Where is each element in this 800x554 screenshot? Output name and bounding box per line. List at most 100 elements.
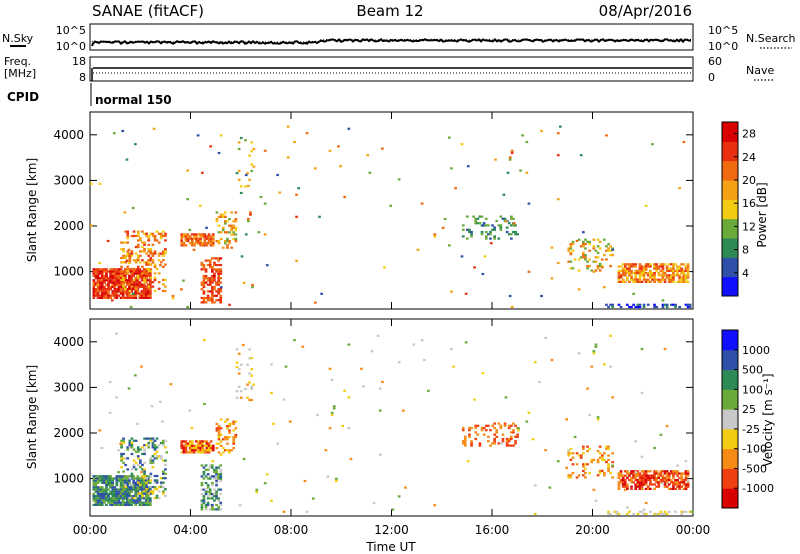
velocity-cell <box>138 499 142 502</box>
velocity-cell <box>219 468 223 471</box>
velocity-cell <box>149 474 153 478</box>
velocity-colorbar-frame <box>721 329 739 509</box>
velocity-cell <box>598 469 602 472</box>
velocity-cell <box>468 433 471 436</box>
velocity-cell <box>577 352 581 355</box>
velocity-cell <box>190 449 194 452</box>
power-cell <box>217 288 220 291</box>
velocity-cell <box>122 441 125 445</box>
velocity-cell <box>162 492 165 495</box>
power-colorbar-tick-label: 28 <box>742 128 756 141</box>
power-cell <box>208 266 212 269</box>
power-cell <box>653 276 656 279</box>
velocity-cell <box>586 450 589 453</box>
velocity-cell <box>153 474 157 478</box>
power-cell <box>143 248 146 251</box>
power-cell <box>157 272 161 275</box>
power-cell <box>134 281 138 284</box>
power-cell <box>92 274 96 277</box>
power-colorbar-frame <box>721 121 739 297</box>
velocity-cell <box>248 357 251 360</box>
power-cell <box>111 281 115 284</box>
power-cell <box>190 239 194 243</box>
velocity-cell <box>123 481 127 484</box>
power-cell <box>138 294 142 297</box>
power-cell <box>203 244 207 247</box>
velocity-cell <box>153 481 157 484</box>
velocity-cell <box>499 424 503 427</box>
velocity-cell <box>571 472 575 475</box>
power-cell <box>659 278 663 281</box>
velocity-cell <box>113 490 117 493</box>
power-cell <box>230 229 233 232</box>
power-cell <box>619 274 623 277</box>
power-cell <box>224 220 227 223</box>
velocity-cell <box>476 424 480 427</box>
power-cell <box>123 279 127 282</box>
velocity-cell <box>657 483 661 486</box>
velocity-cell <box>211 460 215 463</box>
velocity-cell <box>246 363 249 366</box>
velocity-cell <box>470 442 473 445</box>
power-cell <box>147 234 151 238</box>
velocity-cell <box>94 479 98 482</box>
power-cell <box>575 239 579 243</box>
power-cell <box>657 272 661 275</box>
power-cell <box>567 249 571 252</box>
velocity-cell <box>162 444 165 447</box>
velocity-cell <box>161 420 164 423</box>
power-cell <box>265 264 269 267</box>
power-cell <box>147 254 151 257</box>
velocity-cell <box>123 477 127 480</box>
velocity-cell <box>678 485 681 488</box>
power-cell <box>121 292 125 295</box>
power-cell <box>621 263 625 266</box>
power-cell <box>200 283 204 286</box>
power-cell <box>217 283 220 286</box>
power-cell <box>153 265 157 268</box>
velocity-cell <box>211 508 214 511</box>
power-cell <box>239 136 243 140</box>
power-cell <box>139 261 142 264</box>
power-cell <box>138 281 142 284</box>
power-cell <box>607 247 610 250</box>
power-cell <box>120 281 123 284</box>
power-cell <box>186 169 189 172</box>
velocity-cell <box>234 433 238 436</box>
power-cell <box>672 276 675 279</box>
velocity-cell <box>195 440 198 443</box>
power-cell <box>649 274 652 277</box>
power-cell <box>634 263 638 266</box>
power-cell <box>188 235 192 238</box>
power-cell <box>100 294 104 297</box>
velocity-cell <box>109 492 112 495</box>
power-cell <box>142 292 146 295</box>
power-cell <box>138 296 142 299</box>
velocity-cell <box>584 463 587 466</box>
power-cell <box>235 172 239 175</box>
velocity-cell <box>119 488 123 491</box>
velocity-cell <box>659 479 663 482</box>
velocity-cell <box>162 481 165 484</box>
velocity-cell <box>684 510 688 513</box>
velocity-cell <box>507 440 511 443</box>
velocity-cell <box>569 476 573 479</box>
velocity-cell <box>646 479 650 482</box>
power-cell <box>219 296 223 300</box>
velocity-colorbar-segment <box>722 428 738 450</box>
power-cell <box>141 230 144 233</box>
velocity-cell <box>533 484 537 487</box>
power-cell <box>180 242 184 245</box>
power-cell <box>588 265 591 268</box>
power-cell <box>117 290 121 293</box>
power-cell <box>113 288 117 291</box>
velocity-cell <box>149 472 153 475</box>
velocity-cell <box>96 481 100 484</box>
power-cell <box>107 288 110 291</box>
power-cell <box>484 224 488 227</box>
velocity-cell <box>239 396 243 399</box>
velocity-cell <box>120 466 123 469</box>
power-cell <box>130 270 133 273</box>
velocity-cell <box>144 495 148 498</box>
velocity-cell <box>207 442 211 445</box>
